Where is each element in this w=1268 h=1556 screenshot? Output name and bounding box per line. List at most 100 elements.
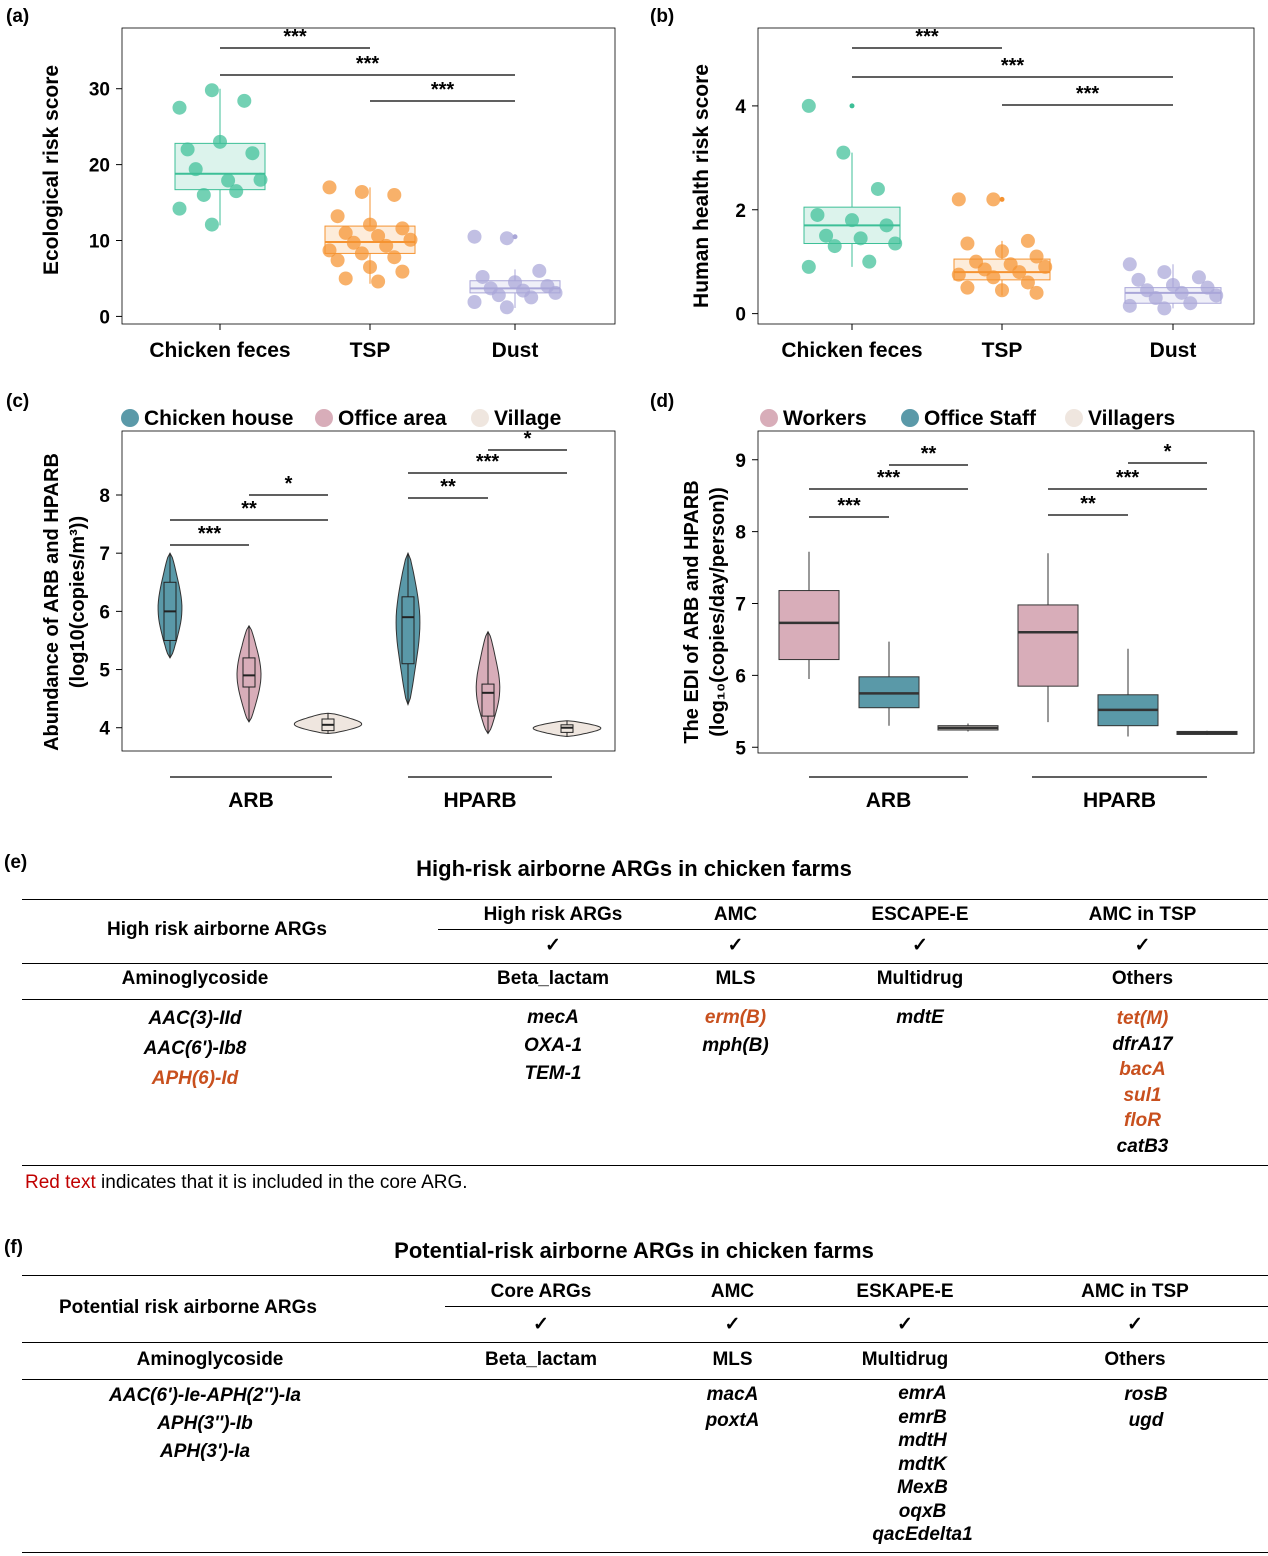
data-point	[801, 98, 816, 113]
data-point	[1029, 285, 1044, 300]
panel-b-frame	[757, 27, 1255, 325]
data-point	[346, 235, 361, 250]
table-f-genes-col: macA poxtA	[665, 1382, 800, 1434]
data-point	[532, 263, 547, 278]
data-point	[951, 192, 966, 207]
y-tick-label: 20	[89, 156, 110, 177]
significance-label: **	[241, 498, 257, 520]
panel-c-ylabel-line1: Abundance of ARB and HPARB	[41, 453, 63, 751]
gene-name: poxtA	[705, 1410, 760, 1431]
gene-name: APH(3')-Ia	[159, 1441, 251, 1462]
data-point	[245, 146, 260, 161]
data-point	[1209, 288, 1224, 303]
check-icon: ✓	[545, 935, 561, 956]
data-point	[229, 184, 244, 199]
panel-c-frame	[121, 430, 616, 752]
data-point	[862, 254, 877, 269]
data-point	[322, 243, 337, 258]
data-point	[810, 207, 825, 222]
significance-label: ***	[198, 523, 222, 545]
outlier-point	[512, 234, 518, 240]
gene-name: mph(B)	[702, 1035, 769, 1056]
box	[778, 590, 840, 661]
table-e-class: Multidrug	[876, 968, 964, 989]
data-point	[836, 145, 851, 160]
data-point	[1122, 298, 1137, 313]
table-e-genes-col: mecA OXA-1 TEM-1	[438, 1004, 668, 1088]
table-e-rule-mid	[22, 963, 1268, 964]
table-e-class: MLS	[715, 968, 756, 989]
data-point	[491, 288, 506, 303]
data-point	[363, 217, 377, 232]
gene-name: erm(B)	[704, 1007, 767, 1028]
gene-name: catB3	[1116, 1135, 1169, 1157]
y-tick-label: 10	[89, 232, 110, 253]
data-point	[960, 280, 975, 295]
gene-name: oqxB	[898, 1500, 947, 1522]
table-f-genes-col: rosB ugd	[1020, 1382, 1268, 1434]
data-point	[524, 290, 539, 305]
check-icon: ✓	[1134, 935, 1151, 956]
panel-d-frame	[757, 430, 1255, 754]
data-point	[237, 93, 252, 108]
data-point	[845, 213, 859, 228]
gene-name: mecA	[527, 1007, 579, 1028]
data-point	[172, 100, 187, 115]
data-point	[1020, 233, 1035, 248]
table-f-criterion: AMC	[710, 1281, 755, 1302]
panel-d-ylabel-line2: (log₁₀(copies/day/person))	[707, 487, 729, 737]
table-e-criterion: ESCAPE-E	[871, 904, 969, 925]
legend-label: Village	[494, 407, 561, 430]
panel-d-ylabel-line1: The EDI of ARB and HPARB	[681, 480, 703, 743]
table-f-class: Beta_lactam	[485, 1349, 597, 1370]
data-point	[387, 187, 402, 202]
data-point	[354, 246, 369, 261]
panel-b-chart: (b) 0 2 4 Chicken feces TSP Dust *** *** *** Hum…	[650, 6, 1255, 362]
legend-label: Workers	[783, 407, 867, 430]
data-point	[354, 184, 369, 199]
gene-name: emrA	[898, 1383, 947, 1404]
data-point	[467, 229, 482, 244]
data-point	[1038, 259, 1053, 274]
check-icon: ✓	[533, 1314, 549, 1335]
data-point	[1174, 285, 1189, 300]
box	[401, 596, 415, 665]
table-f-rule-header-bottom	[22, 1379, 1268, 1380]
data-point	[801, 259, 816, 274]
check-icon: ✓	[897, 1314, 913, 1335]
panel-c-chart: (c) Chicken house Office area Village 4 5 6 7…	[6, 391, 616, 812]
data-point	[1122, 257, 1137, 272]
panel-b-ylabel: Human health risk score	[690, 64, 713, 308]
gene-name: APH(6)-Id	[151, 1068, 239, 1089]
legend-swatch	[471, 409, 489, 427]
significance-label: *	[524, 428, 532, 450]
table-e-label: (e)	[4, 852, 28, 873]
data-point	[1131, 272, 1146, 287]
panel-c-ylabel-line2: (log10(copies/m³))	[67, 516, 89, 688]
panel-a-label: (a)	[6, 6, 29, 27]
legend-swatch	[315, 409, 333, 427]
table-e-rule-header-bottom	[22, 999, 1268, 1000]
gene-name: rosB	[1124, 1384, 1168, 1405]
table-e-title: High-risk airborne ARGs in chicken farms	[416, 856, 852, 881]
core-arg-note-text: indicates that it is included in the cor…	[95, 1172, 468, 1193]
y-tick-label: 30	[89, 80, 110, 101]
x-tick-label: TSP	[350, 339, 391, 362]
group-label: ARB	[866, 789, 912, 812]
data-point	[371, 228, 386, 243]
y-tick-label: 7	[99, 544, 110, 565]
check-icon: ✓	[727, 935, 744, 956]
group-label: ARB	[228, 789, 274, 812]
group-label: HPARB	[1083, 789, 1156, 812]
significance-label: ***	[356, 53, 380, 75]
x-tick-label: TSP	[982, 339, 1023, 362]
panel-b-label: (b)	[650, 6, 674, 27]
y-tick-label: 5	[735, 738, 746, 759]
significance-label: ***	[1001, 55, 1025, 77]
legend-label: Office Staff	[924, 407, 1037, 430]
data-point	[188, 162, 203, 177]
violin	[236, 624, 262, 723]
panel-d-chart: (d) Workers Office Staff Villagers 5 6 7 8 9 AR…	[650, 391, 1255, 812]
table-f-rule-sub	[445, 1306, 1268, 1307]
table-e-genes-col: mdtE	[815, 1004, 1025, 1032]
